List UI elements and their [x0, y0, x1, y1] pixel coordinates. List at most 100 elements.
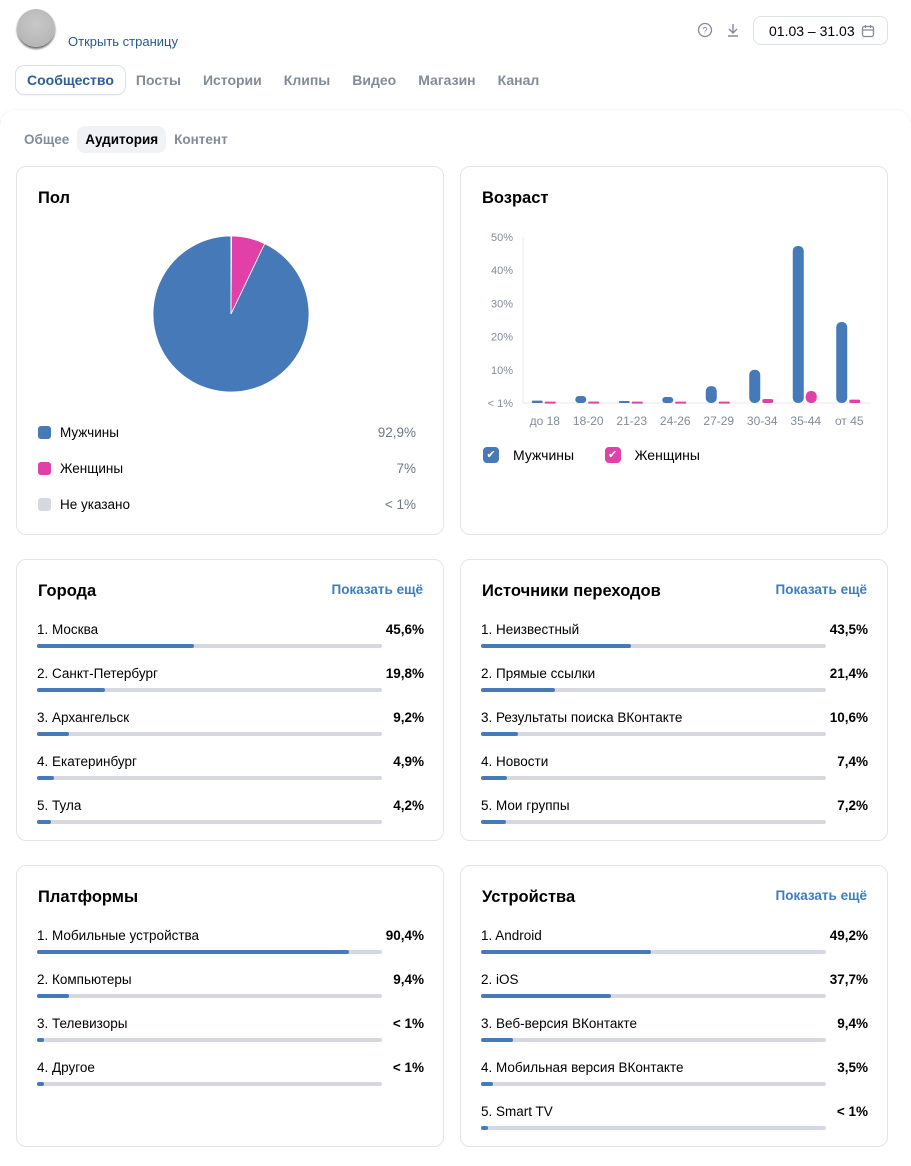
open-page-link[interactable]: Открыть страницу: [68, 34, 178, 49]
item-label: 4. Другое: [37, 1060, 95, 1075]
x-tick-label: 18-20: [573, 414, 604, 428]
tab-2[interactable]: Истории: [202, 72, 262, 88]
legend-women-checkbox[interactable]: ✔ Женщины: [604, 447, 700, 463]
progress-fill: [481, 1082, 494, 1086]
show-more-link[interactable]: Показать ещё: [775, 582, 868, 597]
calendar-icon: [861, 24, 874, 37]
item-value: < 1%: [836, 1104, 868, 1119]
progress-fill: [37, 994, 70, 998]
subtab-2[interactable]: Контент: [174, 132, 228, 147]
progress-track: [37, 644, 382, 648]
age-bar-women[interactable]: [762, 399, 774, 403]
subtab-1[interactable]: Аудитория: [77, 126, 167, 153]
age-bar-men[interactable]: [792, 245, 804, 403]
sources-card: Источники переходов Показать ещё 1. Неизве…: [460, 559, 888, 841]
progress-track: [481, 1126, 826, 1130]
age-bar-women[interactable]: [805, 391, 817, 403]
list-item: 3. Телевизоры < 1%: [37, 1008, 424, 1052]
age-bar-men[interactable]: [836, 321, 848, 403]
tab-0[interactable]: Сообщество: [16, 66, 125, 94]
check-icon: ✔: [483, 447, 499, 463]
progress-track: [37, 732, 382, 736]
progress-fill: [37, 950, 349, 954]
list-item: 2. Санкт-Петербург 19,8%: [37, 658, 424, 702]
age-bar-women[interactable]: [544, 401, 556, 404]
progress-fill: [481, 644, 632, 648]
list-item: 2. Компьютеры 9,4%: [37, 964, 424, 1008]
progress-fill: [37, 644, 195, 648]
item-label: 1. Android: [481, 928, 542, 943]
list-item: 3. Архангельск 9,2%: [37, 702, 424, 746]
item-value: 43,5%: [829, 622, 868, 637]
item-label: 3. Телевизоры: [37, 1016, 128, 1031]
item-label: 5. Тула: [37, 798, 82, 813]
progress-track: [481, 776, 826, 780]
age-bar-women[interactable]: [588, 401, 600, 404]
sub-tabs: Общее Аудитория Контент: [16, 126, 236, 153]
progress-track: [481, 820, 826, 824]
item-value: 21,4%: [829, 666, 868, 681]
item-value: 37,7%: [829, 972, 868, 987]
help-icon[interactable]: ?: [696, 22, 714, 40]
list-item: 5. Smart TV < 1%: [481, 1096, 868, 1140]
list-item: 4. Другое < 1%: [37, 1052, 424, 1096]
age-bar-men[interactable]: [705, 386, 717, 403]
item-value: 90,4%: [385, 928, 424, 943]
date-range-picker[interactable]: 01.03 – 31.03: [753, 16, 888, 45]
age-legend: ✔ Мужчины ✔ Женщины: [483, 445, 726, 463]
age-bar-chart: < 1% 10% 20% 30% 40% 50% до 18 18-20 21-23 24-26 2…: [488, 232, 871, 428]
tab-5[interactable]: Магазин: [418, 72, 476, 88]
item-label: 2. Компьютеры: [37, 972, 132, 987]
legend-label: Не указано: [60, 497, 130, 512]
item-value: 7,4%: [837, 754, 868, 769]
progress-track: [481, 688, 826, 692]
legend-value: < 1%: [384, 497, 416, 512]
card-title: Устройства: [482, 888, 576, 906]
progress-track: [37, 994, 382, 998]
age-bar-women[interactable]: [849, 399, 861, 403]
legend-label: Мужчины: [513, 447, 575, 463]
age-bar-men[interactable]: [575, 396, 587, 403]
avatar[interactable]: [17, 9, 55, 47]
progress-fill: [37, 820, 52, 824]
platforms-list: 1. Мобильные устройства 90,4% 2. Компьютер…: [37, 920, 424, 1096]
age-bar-women[interactable]: [718, 401, 730, 404]
age-card: Возраст < 1% 10% 20% 30% 40% 50% до 18 18-20 21-…: [460, 166, 888, 535]
list-item: 4. Мобильная версия ВКонтакте 3,5%: [481, 1052, 868, 1096]
legend-men-checkbox[interactable]: ✔ Мужчины: [483, 447, 574, 463]
item-label: 5. Smart TV: [481, 1104, 553, 1119]
tab-6[interactable]: Канал: [497, 72, 540, 88]
age-bar-women[interactable]: [675, 401, 687, 404]
item-label: 3. Архангельск: [37, 710, 130, 725]
main-tabs: Сообщество Посты Истории Клипы Видео Магазин К…: [16, 66, 550, 94]
x-tick-label: от 45: [835, 414, 864, 428]
date-range: 01.03 – 31.03: [769, 22, 855, 39]
tab-4[interactable]: Видео: [352, 72, 397, 88]
item-value: 4,9%: [393, 754, 424, 769]
age-bar-men[interactable]: [531, 400, 543, 403]
age-bar-men[interactable]: [618, 401, 630, 404]
progress-track: [37, 820, 382, 824]
download-icon[interactable]: [724, 22, 742, 40]
list-item: 2. Прямые ссылки 21,4%: [481, 658, 868, 702]
item-label: 1. Москва: [37, 622, 99, 637]
progress-track: [37, 950, 382, 954]
list-item: 1. Android 49,2%: [481, 920, 868, 964]
progress-fill: [481, 820, 506, 824]
progress-fill: [481, 1126, 488, 1130]
tab-1[interactable]: Посты: [135, 72, 181, 88]
show-more-link[interactable]: Показать ещё: [775, 888, 868, 903]
progress-fill: [481, 688, 555, 692]
progress-fill: [37, 1038, 44, 1042]
age-bar-men[interactable]: [749, 369, 761, 403]
y-tick-label: 50%: [491, 232, 513, 244]
item-value: 9,4%: [393, 972, 424, 987]
item-value: < 1%: [392, 1016, 424, 1031]
cities-card: Города Показать ещё 1. Москва 45,6% 2. Санкт…: [16, 559, 444, 841]
tab-3[interactable]: Клипы: [283, 72, 331, 88]
show-more-link[interactable]: Показать ещё: [331, 582, 424, 597]
age-bar-men[interactable]: [662, 397, 674, 403]
subtab-0[interactable]: Общее: [24, 132, 70, 147]
age-bar-women[interactable]: [631, 401, 643, 404]
gender-legend-item: Женщины 7%: [38, 461, 416, 476]
